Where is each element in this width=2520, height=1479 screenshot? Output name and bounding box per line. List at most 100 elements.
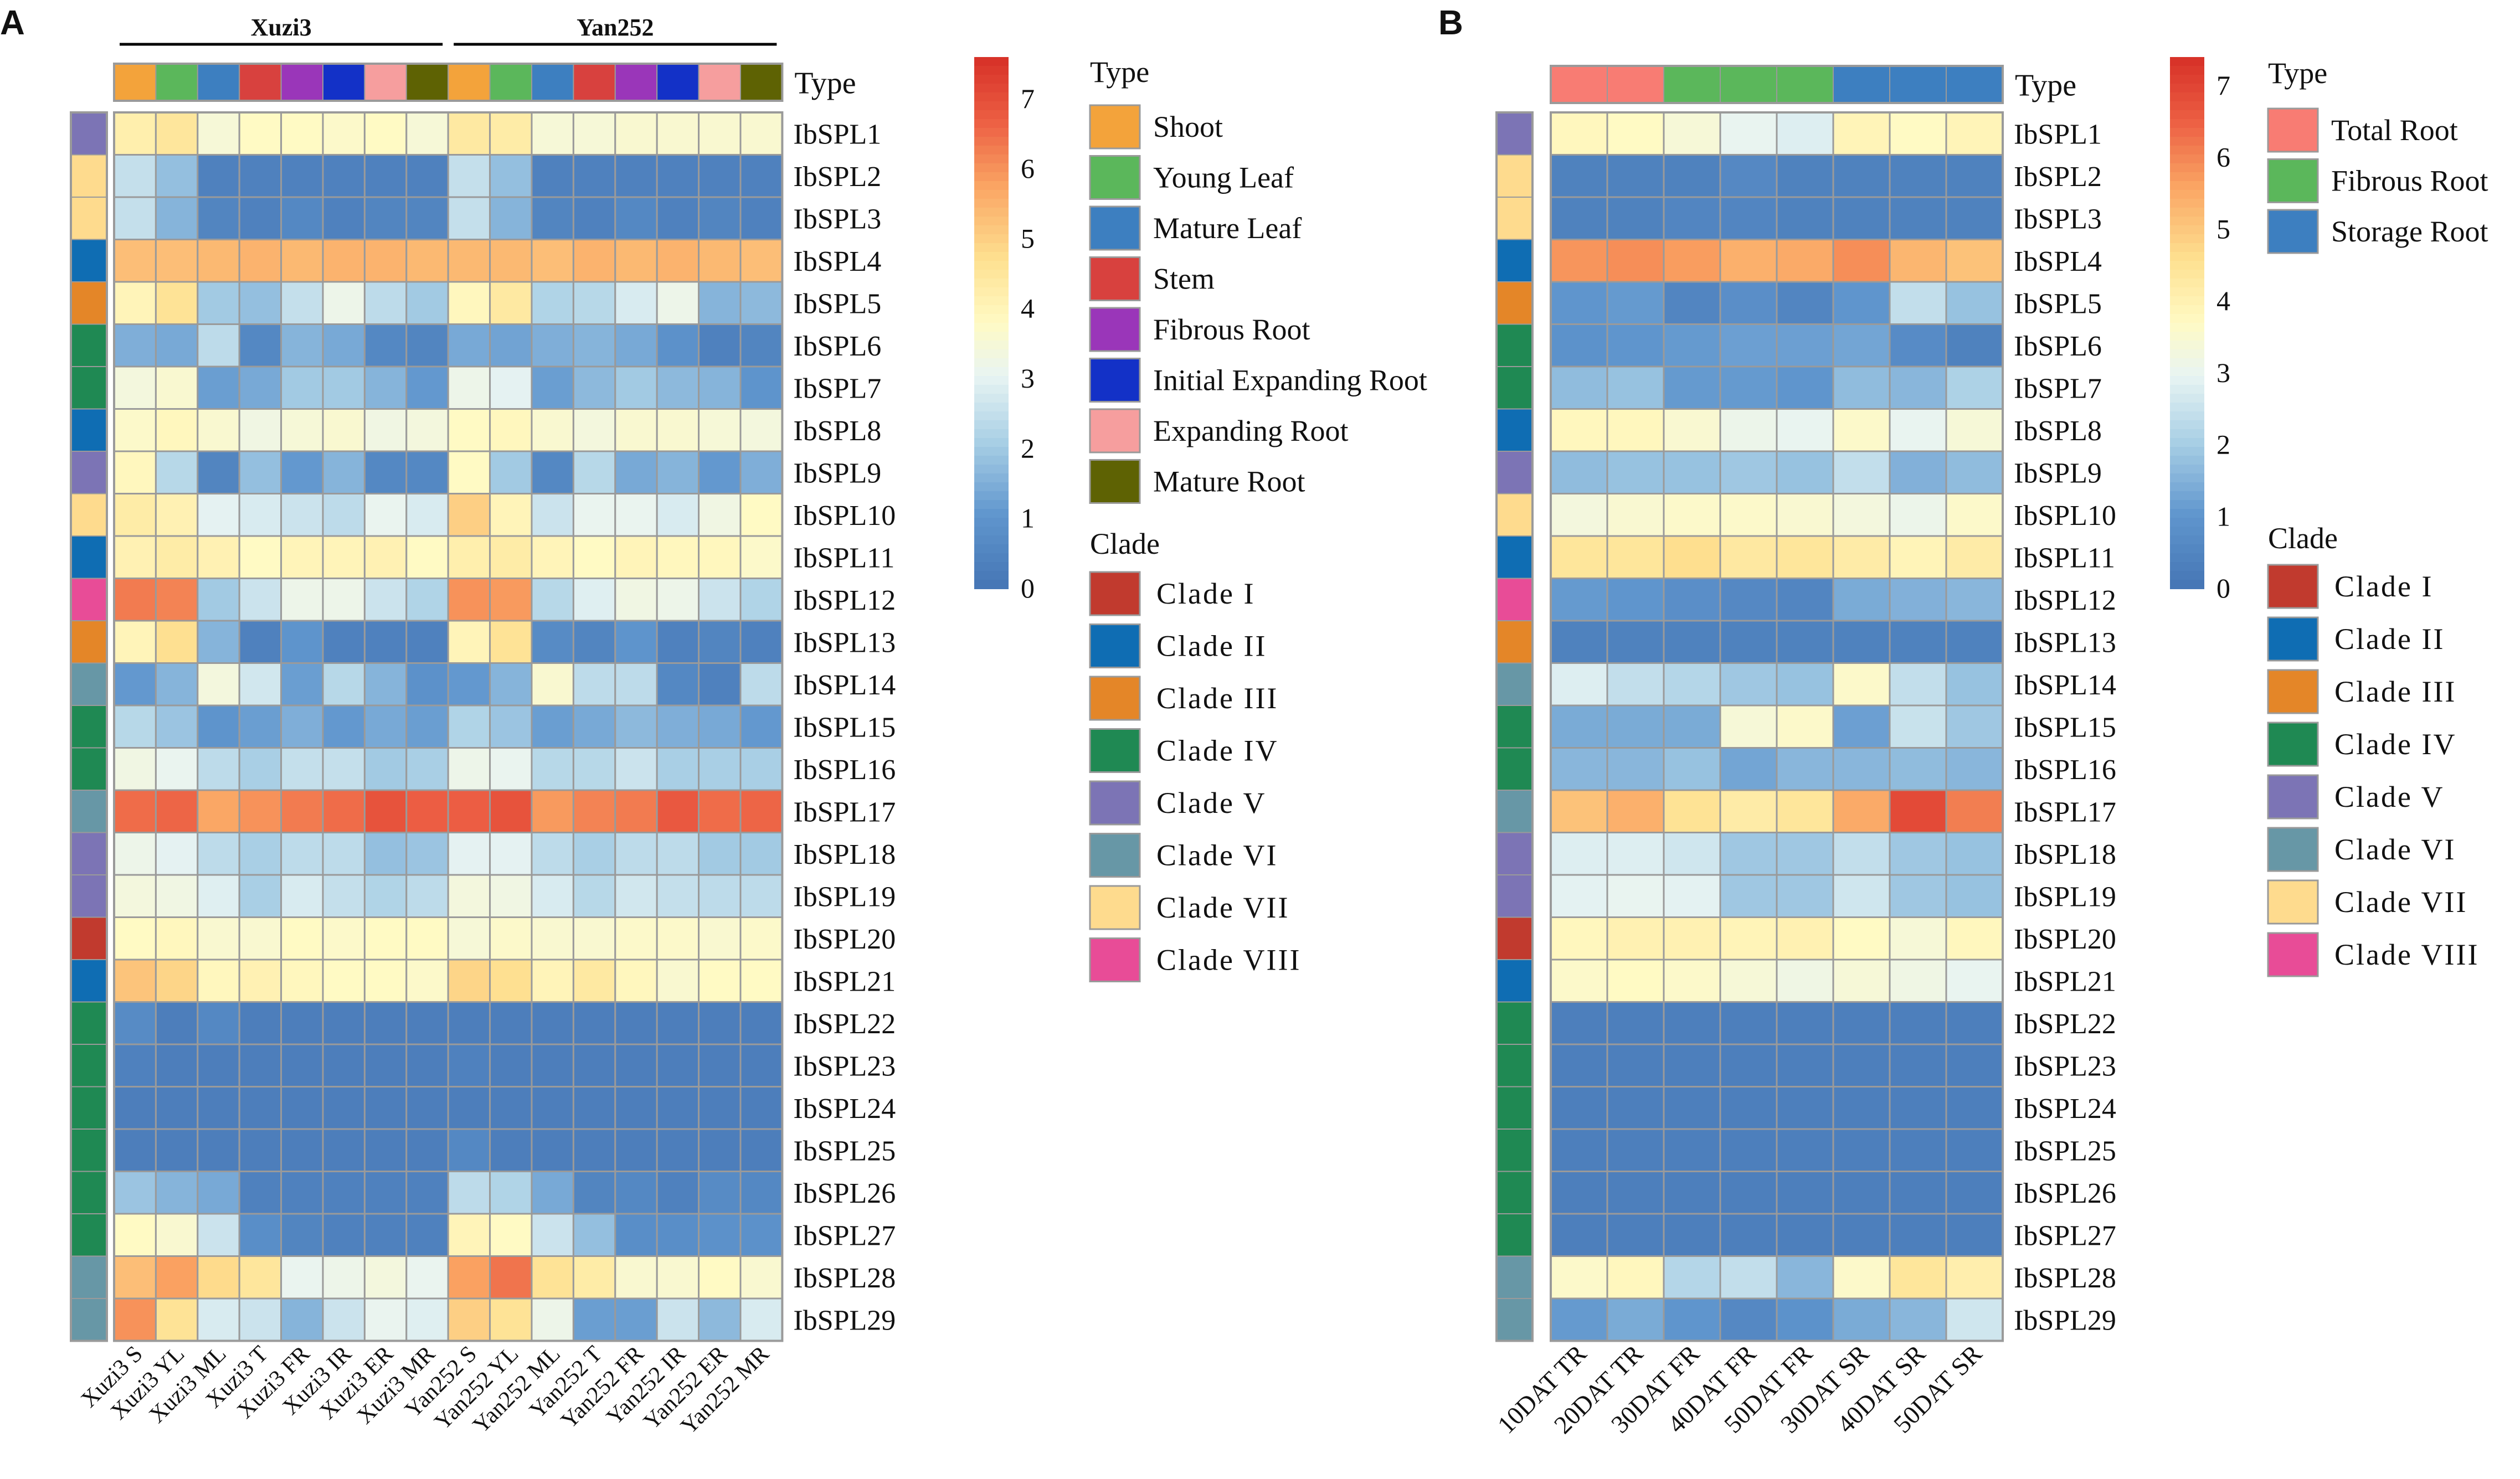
heatmap-cell bbox=[1550, 535, 1608, 579]
heatmap-cell bbox=[1606, 154, 1665, 198]
colorbar-segment bbox=[2170, 465, 2204, 474]
heatmap-cell bbox=[1719, 916, 1778, 961]
heatmap-cell bbox=[363, 1128, 408, 1172]
heatmap-cell bbox=[197, 239, 240, 283]
heatmap-cell bbox=[1550, 1171, 1608, 1215]
heatmap-cell bbox=[614, 281, 658, 325]
heatmap-cell bbox=[197, 1128, 240, 1172]
row-label: IbSPL8 bbox=[793, 415, 881, 447]
colorbar-segment bbox=[974, 163, 1009, 173]
colorbar-segment bbox=[974, 403, 1009, 412]
heatmap-cell bbox=[614, 662, 658, 707]
heatmap-cell bbox=[1889, 239, 1947, 283]
heatmap-cell bbox=[1945, 323, 2004, 368]
heatmap-cell bbox=[113, 281, 157, 325]
clade-legend-swatch bbox=[1089, 676, 1141, 721]
clade-bar-border bbox=[70, 111, 108, 1342]
heatmap-cell bbox=[1606, 620, 1665, 664]
heatmap-cell bbox=[363, 1171, 408, 1215]
colorbar-segment bbox=[974, 279, 1009, 288]
heatmap-cell bbox=[155, 620, 199, 664]
heatmap-cell bbox=[698, 493, 742, 537]
row-label: IbSPL4 bbox=[2014, 246, 2102, 277]
heatmap-cell bbox=[1832, 239, 1891, 283]
row-label: IbSPL23 bbox=[793, 1050, 896, 1082]
clade-bar-cell bbox=[70, 1213, 107, 1257]
heatmap-cell bbox=[155, 747, 199, 791]
heatmap-cell bbox=[1663, 196, 1721, 240]
heatmap-cell bbox=[197, 450, 240, 494]
heatmap-cell bbox=[698, 1001, 742, 1045]
clade-bar-cell bbox=[1496, 281, 1533, 325]
colorbar-segment bbox=[2170, 296, 2204, 306]
heatmap-cell bbox=[739, 450, 783, 494]
heatmap-cell bbox=[113, 1043, 157, 1088]
heatmap-cell bbox=[1832, 704, 1891, 749]
colorbar-segment bbox=[2170, 101, 2204, 111]
heatmap-cell bbox=[447, 578, 491, 622]
clade-bar-cell bbox=[70, 451, 107, 494]
heatmap-cell bbox=[614, 365, 658, 410]
heatmap-cell bbox=[238, 789, 282, 833]
heatmap-cell bbox=[322, 1086, 366, 1130]
colorbar-segment bbox=[2170, 234, 2204, 244]
heatmap-cell bbox=[572, 1001, 616, 1045]
type-bar-border bbox=[1550, 65, 2004, 104]
type-legend-label: Mature Root bbox=[1153, 465, 1305, 498]
clade-legend-swatch bbox=[2267, 564, 2319, 609]
colorbar-segment bbox=[974, 367, 1009, 377]
clade-legend-label: Clade VIII bbox=[1156, 944, 1301, 977]
type-legend-label: Expanding Root bbox=[1153, 414, 1348, 447]
heatmap-cell bbox=[698, 323, 742, 368]
heatmap-cell bbox=[1889, 620, 1947, 664]
heatmap-cell bbox=[531, 1255, 574, 1300]
heatmap-cell bbox=[572, 747, 616, 791]
colorbar-segment bbox=[2170, 420, 2204, 430]
colorbar-tick-label: 0 bbox=[1021, 573, 1035, 604]
row-label: IbSPL14 bbox=[793, 669, 896, 701]
heatmap-cell bbox=[1663, 111, 1721, 156]
row-label: IbSPL10 bbox=[2014, 500, 2116, 532]
heatmap-cell bbox=[405, 323, 449, 368]
heatmap-cell bbox=[405, 1297, 449, 1342]
clade-bar-cell bbox=[1496, 154, 1533, 198]
heatmap-cell bbox=[197, 365, 240, 410]
colorbar-segment bbox=[2170, 57, 2204, 66]
clade-bar-cell bbox=[1496, 197, 1533, 240]
heatmap-cell bbox=[656, 1297, 700, 1342]
heatmap-cell bbox=[1945, 1213, 2004, 1257]
heatmap-cell bbox=[698, 620, 742, 664]
heatmap-cell bbox=[155, 578, 199, 622]
heatmap-cell bbox=[1889, 323, 1947, 368]
row-label: IbSPL28 bbox=[2014, 1262, 2116, 1294]
clade-legend-label: Clade III bbox=[2334, 675, 2456, 708]
colorbar-segment bbox=[2170, 190, 2204, 199]
heatmap-cell bbox=[363, 1255, 408, 1300]
heatmap-cell bbox=[1550, 1128, 1608, 1172]
heatmap-cell bbox=[1663, 408, 1721, 452]
heatmap-cell bbox=[113, 1128, 157, 1172]
heatmap-cell bbox=[1832, 1297, 1891, 1342]
heatmap-cell bbox=[698, 789, 742, 833]
type-bar-cell bbox=[1663, 65, 1721, 104]
heatmap-cell bbox=[113, 1001, 157, 1045]
heatmap-cell bbox=[1606, 662, 1665, 707]
heatmap-cell bbox=[447, 111, 491, 156]
heatmap-cell bbox=[1550, 1086, 1608, 1130]
panel-label: B bbox=[1438, 4, 1463, 42]
heatmap-cell bbox=[1550, 408, 1608, 452]
heatmap-cell bbox=[1550, 662, 1608, 707]
heatmap-cell bbox=[572, 916, 616, 961]
heatmap-cell bbox=[739, 493, 783, 537]
heatmap-cell bbox=[739, 1213, 783, 1257]
heatmap-cell bbox=[155, 1171, 199, 1215]
type-legend-label: Storage Root bbox=[2331, 215, 2488, 248]
clade-bar-cell bbox=[70, 112, 107, 156]
heatmap-cell bbox=[1889, 1086, 1947, 1130]
heatmap-cell bbox=[1550, 747, 1608, 791]
heatmap-cell bbox=[322, 874, 366, 918]
heatmap-cell bbox=[447, 1001, 491, 1045]
heatmap-cell bbox=[197, 493, 240, 537]
heatmap-cell bbox=[1550, 450, 1608, 494]
heatmap-cell bbox=[1606, 323, 1665, 368]
